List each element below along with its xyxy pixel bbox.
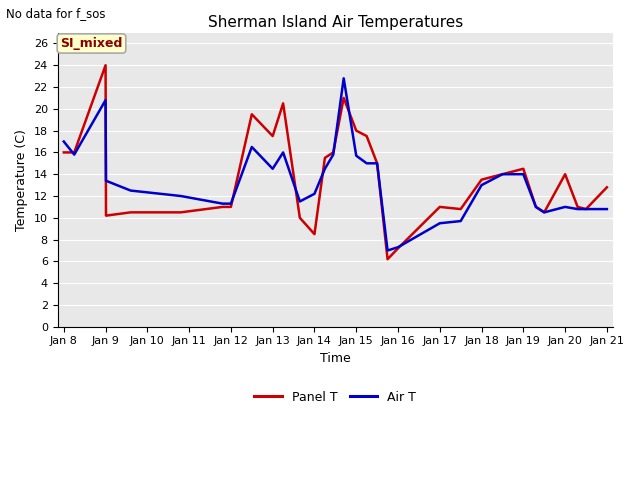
X-axis label: Time: Time bbox=[320, 352, 351, 365]
Legend: Panel T, Air T: Panel T, Air T bbox=[250, 386, 421, 409]
Y-axis label: Temperature (C): Temperature (C) bbox=[15, 129, 28, 230]
Text: No data for f_sos: No data for f_sos bbox=[6, 7, 106, 20]
Title: Sherman Island Air Temperatures: Sherman Island Air Temperatures bbox=[208, 15, 463, 30]
Text: SI_mixed: SI_mixed bbox=[60, 37, 123, 50]
